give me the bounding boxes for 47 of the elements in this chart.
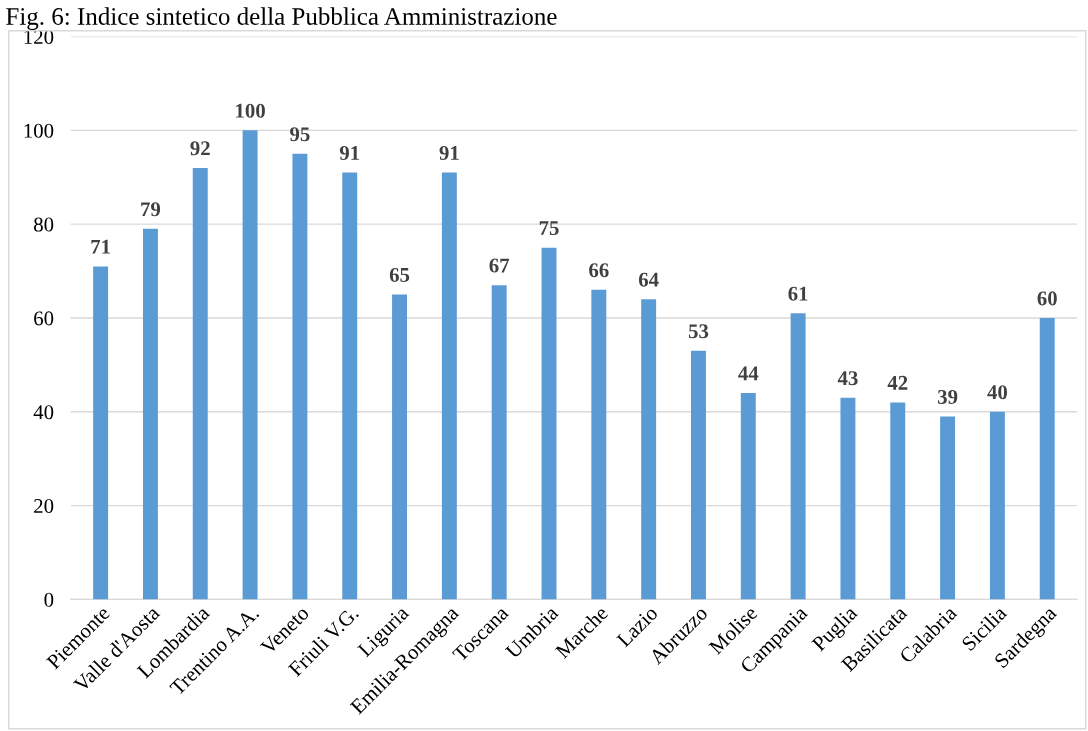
bar xyxy=(342,172,358,600)
bar xyxy=(541,247,557,600)
bar xyxy=(1039,317,1055,600)
bar xyxy=(242,130,258,600)
y-tick-label: 100 xyxy=(24,123,54,138)
bar xyxy=(989,411,1005,600)
data-label: 75 xyxy=(539,221,559,236)
bar xyxy=(441,172,457,600)
bar xyxy=(93,266,109,600)
data-label: 60 xyxy=(1037,291,1057,306)
data-label: 67 xyxy=(489,258,510,273)
data-label: 43 xyxy=(837,371,858,386)
bar xyxy=(691,350,706,600)
bar xyxy=(940,416,956,600)
data-label: 61 xyxy=(788,286,808,301)
bar xyxy=(292,153,308,600)
data-label: 91 xyxy=(339,146,360,161)
bar xyxy=(740,393,756,600)
bar xyxy=(890,402,906,600)
bar xyxy=(192,167,208,600)
data-label: 71 xyxy=(91,239,110,254)
bar xyxy=(491,285,507,600)
data-label: 44 xyxy=(738,366,759,381)
data-label: 40 xyxy=(987,385,1008,400)
data-label: 92 xyxy=(190,141,210,156)
data-label: 95 xyxy=(290,127,310,142)
bar xyxy=(840,397,856,600)
bar xyxy=(790,313,806,600)
y-tick-label: 80 xyxy=(34,217,54,232)
y-tick-label: 0 xyxy=(44,592,54,607)
data-label: 64 xyxy=(638,272,659,287)
bar xyxy=(641,299,657,600)
bar xyxy=(392,294,408,600)
data-label: 100 xyxy=(236,103,265,118)
data-label: 79 xyxy=(141,202,161,217)
data-label: 65 xyxy=(389,267,410,282)
data-label: 39 xyxy=(937,389,958,404)
y-tick-label: 60 xyxy=(34,311,54,326)
data-label: 91 xyxy=(439,146,459,161)
data-label: 53 xyxy=(688,324,709,339)
y-tick-label: 40 xyxy=(33,405,54,420)
bar xyxy=(142,228,158,600)
bar xyxy=(591,289,607,600)
y-tick-label: 20 xyxy=(34,498,54,514)
data-label: 66 xyxy=(589,263,609,278)
chart-title: Fig. 6: Indice sintetico della Pubblica Amministrazione xyxy=(6,7,557,31)
data-label: 42 xyxy=(887,375,908,390)
